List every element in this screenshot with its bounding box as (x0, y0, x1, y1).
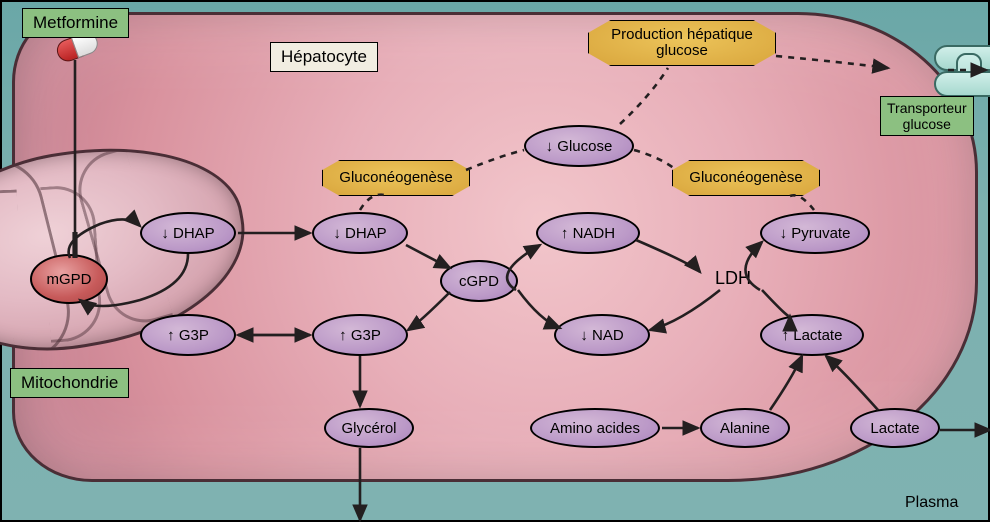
node-cgpd: cGPD (440, 260, 518, 302)
oct-prod-hep-glucose: Production hépatiqueglucose (588, 20, 776, 66)
ldh-label: LDH (715, 268, 751, 289)
node-lactate-up: ↑ Lactate (760, 314, 864, 356)
node-pyruvate: ↓ Pyruvate (760, 212, 870, 254)
node-g3p-mito: ↑ G3P (140, 314, 236, 356)
node-dhap-mito: ↓ DHAP (140, 212, 236, 254)
oct-gluconeo-left: Gluconéogenèse (322, 160, 470, 196)
label-transporteur: Transporteurglucose (880, 96, 974, 136)
label-mitochondrie: Mitochondrie (10, 368, 129, 398)
node-mgpd: mGPD (30, 254, 108, 304)
node-amino: Amino acides (530, 408, 660, 448)
node-g3p-cyto: ↑ G3P (312, 314, 408, 356)
node-glycerol: Glycérol (324, 408, 414, 448)
label-hepatocyte: Hépatocyte (270, 42, 378, 72)
node-nadh: ↑ NADH (536, 212, 640, 254)
node-lactate: Lactate (850, 408, 940, 448)
glucose-transporter-icon (934, 45, 990, 97)
node-alanine: Alanine (700, 408, 790, 448)
node-dhap-cyto: ↓ DHAP (312, 212, 408, 254)
node-nad: ↓ NAD (554, 314, 650, 356)
node-glucose: ↓ Glucose (524, 125, 634, 167)
diagram-stage: Metformine Hépatocyte Mitochondrie Trans… (0, 0, 990, 522)
oct-gluconeo-right: Gluconéogenèse (672, 160, 820, 196)
label-metformine: Metformine (22, 8, 129, 38)
label-plasma: Plasma (905, 494, 958, 512)
